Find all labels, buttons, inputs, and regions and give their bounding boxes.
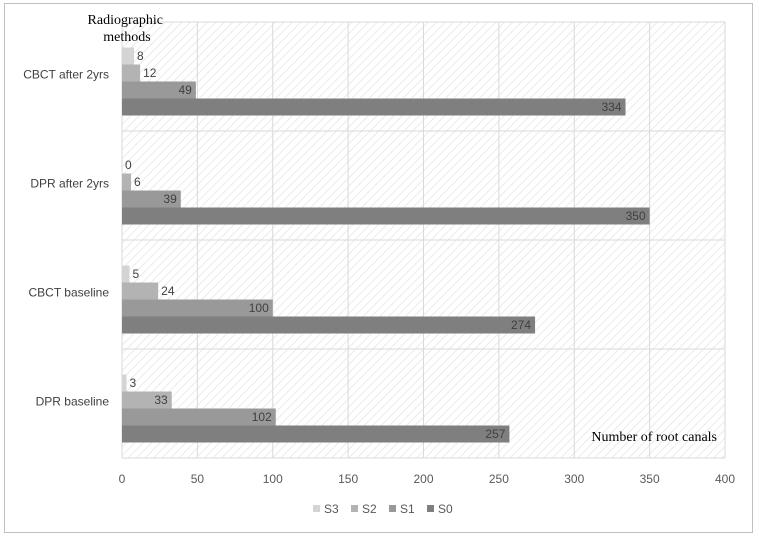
bar-value-label: 39 <box>163 192 177 206</box>
legend-label-s3: S3 <box>324 502 339 516</box>
legend-label-s0: S0 <box>438 502 453 516</box>
category-label: CBCT after 2yrs <box>23 68 109 82</box>
bar-value-label: 12 <box>143 66 157 80</box>
x-tick-label: 200 <box>413 472 433 486</box>
x-axis-title: Number of root canals <box>591 430 717 445</box>
bar-s2 <box>122 173 132 191</box>
bar-value-label: 274 <box>511 318 531 332</box>
bar-s0 <box>122 316 536 334</box>
legend-label-s1: S1 <box>400 502 415 516</box>
bar-s2 <box>122 391 172 409</box>
legend-swatch-s0 <box>427 505 434 512</box>
x-tick-label: 400 <box>715 472 735 486</box>
bar-s1 <box>122 190 181 208</box>
bar-value-label: 6 <box>134 175 141 189</box>
bar-s2 <box>122 64 141 82</box>
bar-value-label: 257 <box>485 427 505 441</box>
legend-swatch-s3 <box>313 505 320 512</box>
category-label: DPR baseline <box>36 395 110 409</box>
bar-s3 <box>122 47 135 65</box>
legend: S3 S2 S1 S0 <box>313 502 453 516</box>
bar-value-label: 100 <box>249 301 269 315</box>
x-tick-labels: 0 50 100 150 200 250 300 350 400 <box>119 472 736 486</box>
y-axis-title-line2: methods <box>103 30 150 45</box>
bar-value-label: 24 <box>161 284 175 298</box>
bar-s0 <box>122 425 510 443</box>
bar-s0 <box>122 207 650 225</box>
bar-s1 <box>122 408 276 426</box>
bar-value-label: 5 <box>133 267 140 281</box>
y-axis-title: Radiographic methods <box>88 13 167 45</box>
x-tick-label: 350 <box>640 472 660 486</box>
bar-value-label: 49 <box>179 83 193 97</box>
bar-s1 <box>122 299 273 317</box>
legend-swatch-s1 <box>389 505 396 512</box>
bar-value-label: 8 <box>137 49 144 63</box>
x-tick-label: 0 <box>119 472 126 486</box>
legend-swatch-s2 <box>351 505 358 512</box>
y-axis-title-line1: Radiographic <box>88 13 163 28</box>
bar-value-label: 102 <box>252 410 272 424</box>
category-label: CBCT baseline <box>29 286 110 300</box>
x-tick-label: 300 <box>564 472 584 486</box>
bar-s1 <box>122 81 196 99</box>
grid-lines <box>121 21 726 459</box>
category-label: DPR after 2yrs <box>30 177 109 191</box>
bar-value-label: 350 <box>626 209 646 223</box>
bar-s2 <box>122 282 159 300</box>
bar-value-label: 33 <box>154 393 168 407</box>
x-tick-label: 250 <box>489 472 509 486</box>
bars <box>122 47 650 443</box>
legend-label-s2: S2 <box>362 502 377 516</box>
bar-value-label: 334 <box>601 100 621 114</box>
x-tick-label: 50 <box>191 472 205 486</box>
x-tick-label: 150 <box>338 472 358 486</box>
x-tick-label: 100 <box>263 472 283 486</box>
bar-s3 <box>122 374 127 392</box>
bar-value-label: 3 <box>130 376 137 390</box>
bar-s0 <box>122 98 626 116</box>
bar-value-label: 0 <box>125 158 132 172</box>
bar-s3 <box>122 265 130 283</box>
category-labels: DPR baseline CBCT baseline DPR after 2yrs C… <box>23 68 109 409</box>
